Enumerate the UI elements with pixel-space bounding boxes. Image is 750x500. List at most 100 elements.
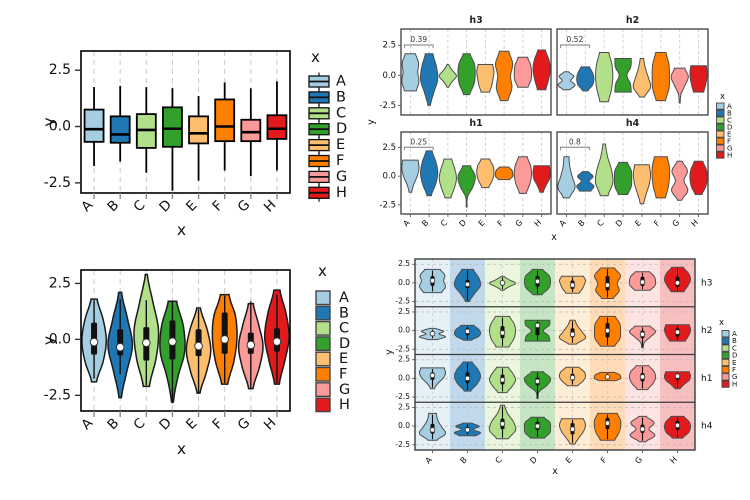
x-tick-label: B xyxy=(459,455,469,465)
x-tick-label: A xyxy=(558,218,569,229)
facet-strip-label: h3 xyxy=(701,278,712,288)
legend-label: A xyxy=(336,74,346,90)
y-axis-title: y xyxy=(366,119,377,125)
y-tick-label: -2.5 xyxy=(44,387,71,403)
x-axis-title: x xyxy=(177,221,186,239)
facet-rows-chart: 2.5 0.0 -2.5 h3 2.5 0.0 -2.5 h2 2.5 0.0 -2.5 h1 2.5 0… xyxy=(384,258,737,477)
x-tick-label: F xyxy=(599,455,609,465)
annotation-value: 0.52 xyxy=(567,35,584,44)
x-tick-label: H xyxy=(261,197,279,215)
facet-panel-h1: 0.25 h1 2.5 0.0 -2.5 A B C D E F G H xyxy=(379,118,552,229)
facet-title: h4 xyxy=(626,118,640,129)
boxplot-boxes xyxy=(83,81,288,191)
legend-label: G xyxy=(339,382,350,398)
violin-h3-F xyxy=(494,50,514,102)
violin-h3-B xyxy=(419,53,439,106)
violin-axes: 2.5 0.0 -2.5 A B C D E F G Hx y xyxy=(40,275,279,458)
legend-key-G xyxy=(315,382,331,397)
box-A xyxy=(83,108,105,143)
legend-label: A xyxy=(727,102,732,110)
x-tick-label: C xyxy=(494,455,505,466)
x-tick-label: B xyxy=(420,218,430,228)
violin-h3-H xyxy=(532,49,551,91)
facet-row-h2: 2.5 0.0 -2.5 h2 xyxy=(395,306,712,353)
legend-label: C xyxy=(336,105,346,121)
violin-h1-H xyxy=(532,165,551,193)
facet-strip-label: h4 xyxy=(701,422,713,432)
facet-title: h3 xyxy=(469,15,482,26)
facet-title: h1 xyxy=(469,118,482,129)
legend-label: H xyxy=(336,185,347,201)
facet-panel-h2: 0.52 h2 xyxy=(556,15,709,116)
box-H xyxy=(266,114,288,140)
violin-h1-D xyxy=(457,165,476,208)
violin-h1-A xyxy=(401,159,420,193)
violin-shapes xyxy=(81,273,290,404)
violin-h4-D xyxy=(613,161,633,195)
y-tick-label: -2.5 xyxy=(395,297,410,306)
violin-h4-F xyxy=(651,156,671,199)
legend-label: A xyxy=(339,290,349,306)
x-tick-label: E xyxy=(183,197,200,214)
x-tick-label: E xyxy=(564,455,574,465)
violin-h4-B xyxy=(576,171,595,192)
y-tick-label: 0.0 xyxy=(398,326,410,335)
legend-key-H xyxy=(721,380,730,388)
legend-label: G xyxy=(732,373,737,381)
x-tick-label: C xyxy=(595,218,606,229)
y-axis-title: y xyxy=(40,117,58,126)
facet-panel-h4: 0.8 h4 A B C D E F G H xyxy=(556,118,709,229)
annotation-h4: 0.8 xyxy=(559,137,590,151)
violin-h3-E xyxy=(476,64,495,93)
y-tick-label: -2.5 xyxy=(379,200,396,210)
annotation-h1: 0.25 xyxy=(403,137,434,151)
legend-label: F xyxy=(336,153,344,169)
x-tick-label: H xyxy=(261,415,279,433)
legend-key-B xyxy=(721,337,730,345)
legend-key-E xyxy=(721,358,730,367)
legend-label: F xyxy=(339,367,347,383)
legend-label: D xyxy=(336,121,347,137)
legend-title: x xyxy=(720,92,725,102)
legend-label: G xyxy=(336,169,347,185)
x-tick-label: G xyxy=(514,218,525,229)
x-tick-label: F xyxy=(209,416,226,433)
legend-label: B xyxy=(727,109,732,117)
x-tick-label: E xyxy=(477,218,487,228)
facet-row-h3: 2.5 0.0 -2.5 h3 xyxy=(395,259,712,305)
x-tick-label: D xyxy=(156,415,175,434)
facet-row-h1: 2.5 0.0 -2.5 h1 xyxy=(395,353,712,401)
legend-key-D xyxy=(315,336,331,352)
boxplot-axes: 2.5 0.0 -2.5 A B C D E F G Hx y xyxy=(40,62,279,239)
violin-h2-A xyxy=(557,71,576,91)
x-tick-label: H xyxy=(668,455,679,466)
x-axis-title: x xyxy=(177,440,186,458)
legend-label: F xyxy=(727,137,731,145)
violin-h2-D xyxy=(614,58,632,93)
box-F xyxy=(214,98,236,143)
legend-label: E xyxy=(339,351,348,367)
legend-title: x xyxy=(311,48,320,66)
violin-h2-C xyxy=(595,52,614,103)
violin-h2-G xyxy=(670,67,689,104)
x-tick-label: F xyxy=(496,218,506,228)
legend-key-F xyxy=(721,366,730,374)
legend-label: D xyxy=(732,352,737,360)
facet-strip-label: h1 xyxy=(701,374,712,384)
legend-label: B xyxy=(339,305,349,321)
legend-key-B xyxy=(716,109,725,117)
x-tick-label: F xyxy=(652,218,662,228)
legend-key-C xyxy=(716,116,725,124)
facet-rows-axes: A B C D E F G Hx y xyxy=(384,349,679,477)
violin-h1-F xyxy=(494,166,514,181)
legend-label: H xyxy=(727,151,732,159)
violin-h3-C xyxy=(438,64,458,88)
x-tick-label: G xyxy=(633,455,644,466)
x-tick-label: E xyxy=(633,218,643,228)
violin-h4-C xyxy=(594,143,614,197)
